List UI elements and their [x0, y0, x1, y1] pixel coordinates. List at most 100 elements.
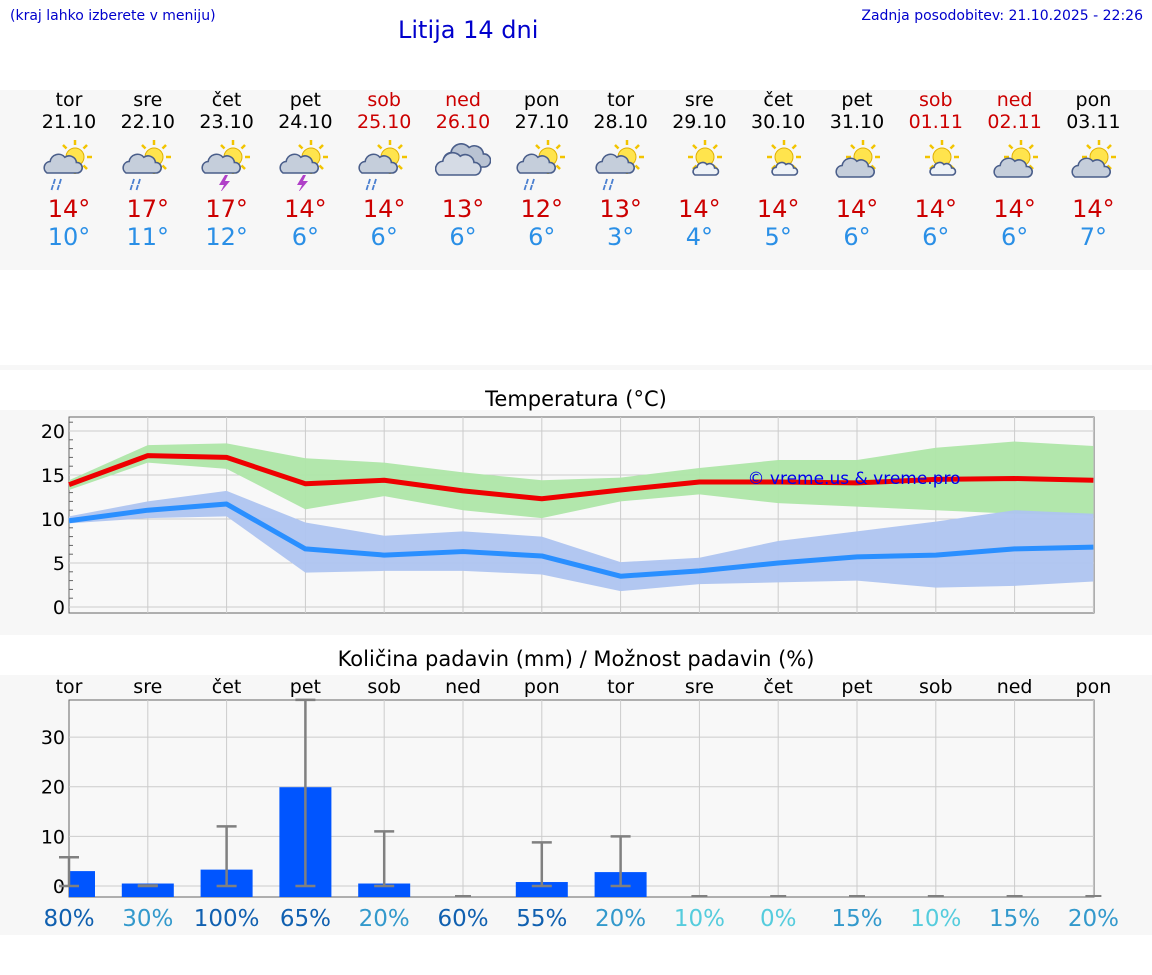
max-temperature: 14°: [284, 195, 327, 223]
day-date: 22.10: [120, 111, 175, 133]
partly-cloudy-icon: [835, 140, 880, 178]
partly-cloudy-icon: [992, 140, 1038, 178]
day-column: ned 02.11 14° 6°: [977, 89, 1053, 251]
error-bar: [295, 698, 316, 888]
day-date: 31.10: [829, 111, 885, 133]
y-tick-label: 20: [41, 421, 65, 443]
y-tick-label: 15: [41, 465, 65, 487]
max-temperature: 13°: [441, 195, 485, 223]
day-column: pon 27.10 12° 6°: [504, 89, 580, 251]
max-temperature: 17°: [205, 195, 248, 223]
error-bar: [216, 825, 237, 888]
precipitation-probability: 10%: [910, 906, 961, 932]
precipitation-bar: [358, 883, 411, 897]
y-tick-label: 0: [53, 876, 65, 898]
day-date: 29.10: [672, 111, 727, 133]
day-name: sre: [684, 89, 714, 111]
precipitation-probability: 10%: [674, 906, 725, 932]
error-bar: [531, 841, 552, 888]
day-name: sre: [133, 89, 163, 111]
day-label: ned: [997, 676, 1033, 698]
day-label: sre: [133, 676, 162, 698]
partly-cloudy-icon: [1071, 140, 1117, 178]
day-name: tor: [55, 89, 83, 111]
min-temperature: 12°: [205, 223, 248, 251]
min-temperature-line: [68, 501, 1094, 579]
day-date: 21.10: [41, 111, 97, 133]
watermark: © vreme.us & vreme.pro: [747, 469, 960, 489]
day-date: 23.10: [199, 111, 254, 133]
min-temperature: 6°: [922, 223, 950, 251]
y-tick-label: 10: [41, 826, 65, 848]
y-tick-label: 5: [53, 553, 65, 575]
max-temperature: 14°: [362, 195, 406, 223]
min-temperature-range: [69, 490, 1094, 592]
day-date: 26.10: [435, 111, 491, 133]
max-temperature: 14°: [993, 195, 1036, 223]
max-temperature: 14°: [756, 195, 800, 223]
min-temperature: 6°: [291, 223, 320, 251]
day-column: tor 21.10 14° 10°: [31, 89, 107, 251]
max-temperature: 14°: [914, 195, 958, 223]
day-label: sob: [919, 676, 953, 698]
day-date: 03.11: [1066, 111, 1121, 133]
mostly-sunny-icon: [767, 140, 802, 176]
max-temperature: 14°: [47, 195, 91, 223]
y-tick-label: 30: [41, 727, 65, 749]
day-label: sre: [685, 676, 714, 698]
min-temperature: 6°: [843, 223, 871, 251]
day-label: tor: [607, 676, 634, 698]
day-date: 24.10: [278, 111, 333, 133]
day-date: 28.10: [593, 111, 648, 133]
day-name: čet: [211, 89, 242, 111]
y-tick-label: 10: [41, 509, 65, 531]
mostly-sunny-icon: [688, 140, 723, 176]
day-name: pon: [1075, 89, 1112, 111]
page-title: Litija 14 dni: [398, 16, 539, 44]
precipitation-probability: 15%: [989, 906, 1040, 932]
location-menu-hint[interactable]: (kraj lahko izberete v meniju): [10, 8, 216, 24]
day-label: ned: [445, 676, 481, 698]
precipitation-probability: 0%: [760, 906, 797, 932]
day-name: pet: [841, 89, 873, 111]
cloudy-icon: [435, 143, 491, 176]
precipitation-bar: [69, 871, 95, 897]
partly-cloudy-rain-icon: [122, 140, 171, 191]
day-column: sre 29.10 14° 4°: [661, 89, 737, 251]
day-label: pon: [1076, 676, 1112, 698]
min-temperature: 6°: [1000, 223, 1029, 251]
min-temperature: 3°: [606, 223, 635, 251]
day-label: pon: [524, 676, 560, 698]
day-date: 27.10: [514, 111, 569, 133]
max-temperature: 13°: [599, 195, 642, 223]
y-tick-label: 0: [53, 597, 65, 619]
min-temperature: 11°: [126, 223, 170, 251]
day-date: 02.11: [987, 111, 1042, 133]
partly-cloudy-rain-icon: [43, 140, 92, 191]
min-temperature: 5°: [764, 223, 792, 251]
precipitation-probability: 55%: [516, 906, 567, 932]
min-temperature: 7°: [1079, 223, 1108, 251]
max-temperature: 17°: [126, 195, 170, 223]
max-temperature-range: [69, 441, 1094, 519]
partly-cloudy-thunder-icon: [200, 140, 250, 191]
day-name: čet: [763, 89, 793, 111]
max-temperature: 14°: [835, 195, 879, 223]
precipitation-bar: [515, 882, 568, 897]
error-bar: [374, 830, 395, 888]
day-name: ned: [996, 89, 1033, 111]
day-date: 01.11: [908, 111, 963, 133]
day-column: sre 22.10 17° 11°: [110, 89, 186, 251]
day-name: pet: [289, 89, 321, 111]
precipitation-chart-title: Količina padavin (mm) / Možnost padavin …: [337, 647, 815, 671]
divider: [0, 365, 1152, 370]
partly-cloudy-rain-icon: [516, 140, 565, 191]
precipitation-probability: 60%: [437, 906, 488, 932]
precipitation-probability: 20%: [359, 906, 410, 932]
error-bar: [610, 835, 631, 888]
day-column: čet 30.10 14° 5°: [740, 89, 816, 251]
day-column: pet 31.10 14° 6°: [819, 89, 895, 251]
day-label: sob: [367, 676, 401, 698]
